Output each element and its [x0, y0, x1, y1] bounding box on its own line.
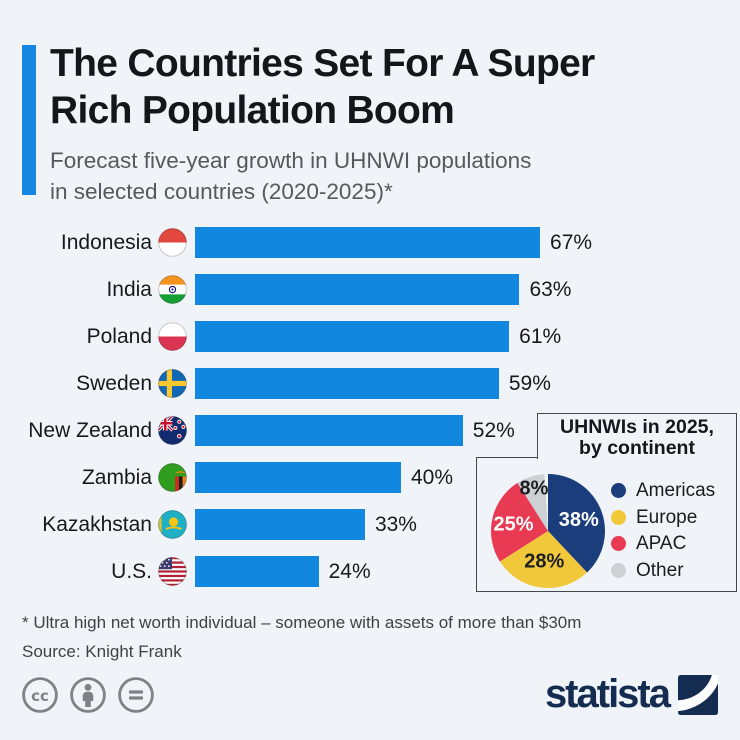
legend-item-americas: Americas [611, 480, 716, 501]
footnote-line-1: * Ultra high net worth individual – some… [22, 613, 582, 632]
pie-slice-europe [499, 531, 588, 588]
title-line-2: Rich Population Boom [50, 89, 455, 132]
pie-chart: 38% 28% 25% 8% [491, 474, 605, 588]
legend-label: APAC [636, 533, 687, 554]
pie-slice-americas [548, 474, 605, 573]
page-title: The Countries Set For A Super Rich Popul… [50, 40, 595, 134]
bar-value-label: 24% [328, 559, 371, 583]
bar-row-us: U.S. 24% [0, 556, 740, 587]
bar-row-kazakhstan: Kazakhstan 33% [0, 509, 740, 540]
growth-bar [195, 556, 319, 587]
flag-zambia-icon [158, 463, 187, 492]
title-accent-bar [22, 45, 36, 195]
bar-row-indonesia: Indonesia 67% [0, 227, 740, 258]
pie-slice-label: 25% [493, 513, 533, 535]
country-label: Kazakhstan [42, 512, 152, 536]
bar-row-sweden: Sweden 59% [0, 368, 740, 399]
pie-slice-label: 8% [519, 478, 548, 500]
license-icons: cc [20, 675, 156, 715]
flag-kazakhstan-icon [158, 510, 187, 539]
subtitle-line-2: in selected countries (2020-2025)* [50, 178, 393, 204]
statista-wordmark: statista [544, 672, 671, 716]
bar-row-poland: Poland 61% [0, 321, 740, 352]
bar-value-label: 52% [472, 418, 515, 442]
pie-slice-label: 28% [524, 550, 564, 572]
subtitle-line-1: Forecast five-year growth in UHNWI popul… [50, 148, 532, 173]
legend-label: Other [636, 559, 684, 581]
svg-text:cc: cc [31, 687, 49, 705]
flag-india-icon [158, 275, 187, 304]
flag-sweden-icon [158, 369, 187, 398]
title-line-1: The Countries Set For A Super [50, 42, 595, 85]
pie-slice-apac [491, 482, 548, 562]
bar-row-zambia: Zambia 40% [0, 462, 740, 493]
attribution-person-icon [70, 677, 106, 713]
legend-item-apac: APAC [611, 533, 715, 554]
country-label: India [106, 277, 152, 301]
legend-label: Americas [636, 480, 716, 501]
legend-dot-other-icon [611, 562, 626, 578]
pie-legend: Americas Europe APAC Other [611, 480, 716, 589]
growth-bar [195, 274, 520, 305]
legend-item-europe: Europe [611, 506, 715, 528]
country-label: U.S. [111, 559, 152, 583]
statista-logo: statista [545, 672, 718, 717]
flag-new-zealand-icon [158, 416, 187, 445]
footnote: * Ultra high net worth individual – some… [22, 608, 581, 666]
bar-value-label: 40% [411, 465, 454, 489]
country-label: Zambia [81, 465, 152, 489]
bar-value-label: 67% [550, 230, 593, 254]
growth-bar [195, 509, 365, 540]
bar-row-new-zealand: New Zealand 52% [0, 415, 740, 446]
growth-bar [195, 462, 401, 493]
flag-us-icon [158, 557, 187, 586]
country-label: New Zealand [28, 418, 152, 442]
growth-bar [195, 227, 541, 258]
legend-dot-europe-icon [611, 509, 626, 525]
country-label: Poland [86, 324, 152, 348]
flag-indonesia-icon [158, 228, 187, 257]
legend-label: Europe [636, 506, 698, 528]
growth-bar [195, 368, 499, 399]
pie-title-line-2: by continent [579, 437, 695, 459]
creative-commons-icon: cc [22, 677, 58, 713]
legend-dot-americas-icon [611, 483, 626, 498]
country-label: Sweden [76, 371, 152, 395]
flag-poland-icon [158, 322, 187, 351]
growth-bar [195, 415, 463, 446]
legend-dot-apac-icon [611, 536, 626, 551]
pie-inset-title: UHNWIs in 2025, by continent [537, 413, 737, 459]
footnote-line-2: Source: Knight Frank [22, 642, 182, 661]
pie-slice-label: 38% [559, 509, 599, 531]
bar-value-label: 33% [374, 512, 417, 536]
bar-value-label: 63% [529, 277, 572, 301]
equals-no-derivatives-icon [118, 677, 154, 713]
bar-chart: Indonesia 67% India 63% Poland 61% [0, 227, 740, 603]
page-subtitle: Forecast five-year growth in UHNWI popul… [50, 146, 531, 207]
growth-bar [195, 321, 510, 352]
bar-row-india: India 63% [0, 274, 740, 305]
bar-value-label: 59% [508, 371, 551, 395]
legend-item-other: Other [611, 559, 715, 581]
pie-title-line-1: UHNWIs in 2025, [560, 416, 714, 438]
bar-value-label: 61% [519, 324, 562, 348]
country-label: Indonesia [60, 230, 152, 254]
statista-logo-icon [678, 674, 718, 715]
pie-slice-other [517, 474, 548, 531]
